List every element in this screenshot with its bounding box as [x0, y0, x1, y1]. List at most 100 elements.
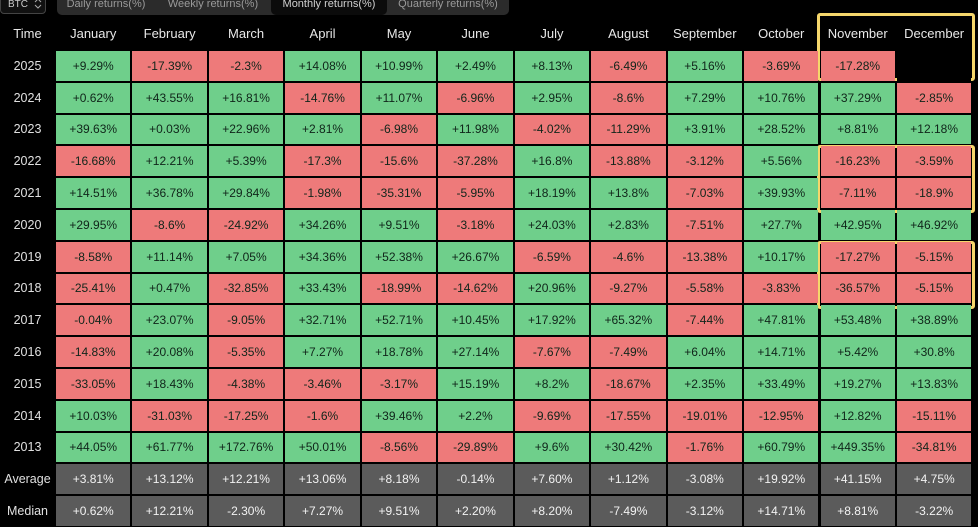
- return-cell: -25.41%: [56, 273, 131, 304]
- row-label: 2018: [13, 281, 42, 296]
- return-cell: -6.98%: [361, 114, 437, 145]
- row-label: Median: [7, 504, 48, 519]
- return-cell: -14.62%: [438, 273, 513, 304]
- return-cell: +8.20%: [514, 496, 590, 526]
- row-label: 2019: [13, 249, 42, 264]
- tab[interactable]: Monthly returns(%): [271, 0, 387, 15]
- return-cell: +8.2%: [514, 369, 590, 399]
- return-cell: +30.42%: [591, 432, 666, 463]
- return-cell: -31.03%: [132, 400, 207, 431]
- return-cell: +11.07%: [361, 82, 437, 113]
- return-cell: -3.59%: [896, 146, 972, 177]
- return-cell: -17.39%: [132, 51, 207, 81]
- return-cell: -2.3%: [208, 51, 284, 81]
- return-cell: -6.59%: [514, 241, 590, 272]
- asset-select[interactable]: BTC: [0, 0, 46, 14]
- return-cell: +4.75%: [896, 464, 972, 495]
- return-cell: +14.51%: [56, 178, 131, 208]
- column-header: September: [673, 26, 737, 41]
- return-cell: +2.95%: [514, 82, 590, 113]
- return-cell: +27.14%: [438, 337, 513, 367]
- return-cell: +18.43%: [132, 369, 207, 399]
- return-cell: +14.71%: [744, 337, 819, 367]
- return-cell: +50.01%: [285, 432, 360, 463]
- return-cell: -3.08%: [667, 464, 743, 495]
- return-cell: +9.6%: [514, 432, 590, 463]
- return-cell: -3.12%: [667, 496, 743, 526]
- return-cell: +33.43%: [285, 273, 360, 304]
- return-cell: -3.83%: [744, 273, 819, 304]
- tab[interactable]: Daily returns(%): [66, 0, 146, 10]
- return-cell: +15.19%: [438, 369, 513, 399]
- return-cell: +2.2%: [438, 400, 513, 431]
- return-cell: -0.04%: [56, 305, 131, 336]
- return-cell: -8.58%: [56, 241, 131, 272]
- return-cell: +37.29%: [820, 82, 895, 113]
- return-cell: -17.55%: [591, 400, 666, 431]
- return-cell: +33.49%: [744, 369, 819, 399]
- return-cell: -0.14%: [438, 464, 513, 495]
- return-cell: -5.58%: [667, 273, 743, 304]
- row-label: 2015: [13, 376, 42, 391]
- return-cell: -3.22%: [896, 496, 972, 526]
- tab[interactable]: Quarterly returns(%): [398, 0, 498, 10]
- return-cell: -6.96%: [438, 82, 513, 113]
- return-cell: +3.81%: [56, 464, 131, 495]
- return-cell: -14.83%: [56, 337, 131, 367]
- column-header: January: [70, 26, 117, 41]
- return-cell: +14.08%: [285, 51, 360, 81]
- return-cell: -15.6%: [361, 146, 437, 177]
- return-cell: +3.91%: [667, 114, 743, 145]
- return-cell: -17.3%: [285, 146, 360, 177]
- return-cell: +17.92%: [514, 305, 590, 336]
- column-header: December: [904, 26, 965, 41]
- return-cell: +8.18%: [361, 464, 437, 495]
- return-cell: +6.04%: [667, 337, 743, 367]
- return-cell: +10.99%: [361, 51, 437, 81]
- column-header: November: [827, 26, 888, 41]
- return-cell: -9.69%: [514, 400, 590, 431]
- return-cell: +19.92%: [744, 464, 819, 495]
- return-cell: +12.21%: [132, 496, 207, 526]
- return-cell: -4.6%: [591, 241, 666, 272]
- return-cell: -2.30%: [208, 496, 284, 526]
- return-cell: -18.67%: [591, 369, 666, 399]
- return-cell: -13.38%: [667, 241, 743, 272]
- return-cell: -18.9%: [896, 178, 972, 208]
- return-cell: +13.83%: [896, 369, 972, 399]
- return-cell: +0.03%: [132, 114, 207, 145]
- return-cell: -34.81%: [896, 432, 972, 463]
- return-cell: +10.76%: [744, 82, 819, 113]
- return-cell: +7.27%: [285, 496, 360, 526]
- return-cell: +2.81%: [285, 114, 360, 145]
- row-label: 2020: [13, 217, 42, 232]
- column-header: Time: [13, 26, 42, 41]
- row-label: 2022: [13, 154, 42, 169]
- return-cell: -9.27%: [591, 273, 666, 304]
- return-cell: +60.79%: [744, 432, 819, 463]
- return-cell: -7.49%: [591, 496, 666, 526]
- highlight-box: [817, 13, 975, 81]
- return-cell: +34.36%: [285, 241, 360, 272]
- return-cell: -1.98%: [285, 178, 360, 208]
- return-cell: -4.38%: [208, 369, 284, 399]
- return-cell: -8.6%: [132, 210, 207, 240]
- return-cell: +16.8%: [514, 146, 590, 177]
- return-cell: +172.76%: [208, 432, 284, 463]
- return-cell: -4.02%: [514, 114, 590, 145]
- return-cell: +7.29%: [667, 82, 743, 113]
- return-cell: +14.71%: [744, 496, 819, 526]
- return-cell: +47.81%: [744, 305, 819, 336]
- return-cell: -7.51%: [667, 210, 743, 240]
- return-cell: [896, 51, 972, 81]
- column-header: June: [461, 26, 490, 41]
- column-header: April: [309, 26, 336, 41]
- return-cell: +24.03%: [514, 210, 590, 240]
- return-cell: -3.17%: [361, 369, 437, 399]
- tab[interactable]: Weekly returns(%): [167, 0, 259, 10]
- return-cell: +22.96%: [208, 114, 284, 145]
- return-cell: +9.51%: [361, 210, 437, 240]
- return-cell: +46.92%: [896, 210, 972, 240]
- return-cell: -5.15%: [896, 273, 972, 304]
- return-cell: +1.12%: [591, 464, 666, 495]
